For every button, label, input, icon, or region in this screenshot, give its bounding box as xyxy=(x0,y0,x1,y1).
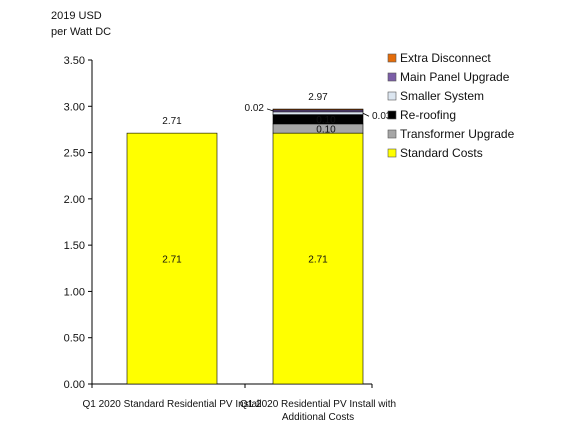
data-label: 0.02 xyxy=(245,103,265,114)
x-category-label: Q1 2020 Standard Residential PV Install xyxy=(83,399,262,410)
x-category-label: Additional Costs xyxy=(282,412,354,423)
y-tick-label: 1.00 xyxy=(64,286,85,298)
y-tick-label: 2.00 xyxy=(64,194,85,206)
bar-segment xyxy=(272,111,364,115)
x-category-label: Q1 2020 Residential PV Install with xyxy=(240,399,396,410)
legend-swatch xyxy=(387,91,397,101)
legend-label: Transformer Upgrade xyxy=(400,127,515,141)
legend-swatch xyxy=(387,110,397,120)
legend-swatch xyxy=(387,72,397,82)
legend-label: Standard Costs xyxy=(400,146,483,160)
bar-segment xyxy=(272,132,364,385)
data-label: 2.71 xyxy=(308,255,328,266)
legend-label: Extra Disconnect xyxy=(400,51,491,65)
total-label: 2.71 xyxy=(162,116,182,127)
data-label: 0.10 xyxy=(316,125,336,136)
y-tick-label: 3.00 xyxy=(64,101,85,113)
data-label: 2.71 xyxy=(162,255,182,266)
total-label: 2.97 xyxy=(308,92,328,103)
leader-line xyxy=(362,112,370,117)
leader-line xyxy=(266,108,274,112)
legend-label: Smaller System xyxy=(400,89,484,103)
y-axis-title-line: per Watt DC xyxy=(51,26,111,38)
data-labels: 2.71 2.71 2.71 2.97 0.100.10 0.03 0.02 xyxy=(162,92,392,266)
legend: Extra Disconnect Main Panel Upgrade Smalle… xyxy=(387,51,515,160)
data-label: 0.10 xyxy=(316,115,336,126)
legend-swatch xyxy=(387,129,397,139)
y-tick-label: 3.50 xyxy=(64,55,85,67)
y-tick-label: 2.50 xyxy=(64,148,85,160)
y-tick-label: 0.50 xyxy=(64,333,85,345)
y-tick-labels: 0.00 0.50 1.00 1.50 2.00 2.50 3.00 3.50 xyxy=(64,55,85,391)
bar-segment xyxy=(272,108,364,111)
bar-segment xyxy=(126,132,218,385)
legend-label: Main Panel Upgrade xyxy=(400,70,510,84)
bars xyxy=(126,108,364,385)
y-tick-label: 0.00 xyxy=(64,379,85,391)
legend-swatch xyxy=(387,53,397,63)
y-tick-label: 1.50 xyxy=(64,240,85,252)
y-axis-title-line: 2019 USD xyxy=(51,10,102,22)
y-axis-title: 2019 USD per Watt DC xyxy=(51,10,111,38)
x-category-labels: Q1 2020 Standard Residential PV InstallQ… xyxy=(83,399,397,423)
data-label: 0.03 xyxy=(372,111,392,122)
legend-swatch xyxy=(387,148,397,158)
legend-label: Re-roofing xyxy=(400,108,456,122)
